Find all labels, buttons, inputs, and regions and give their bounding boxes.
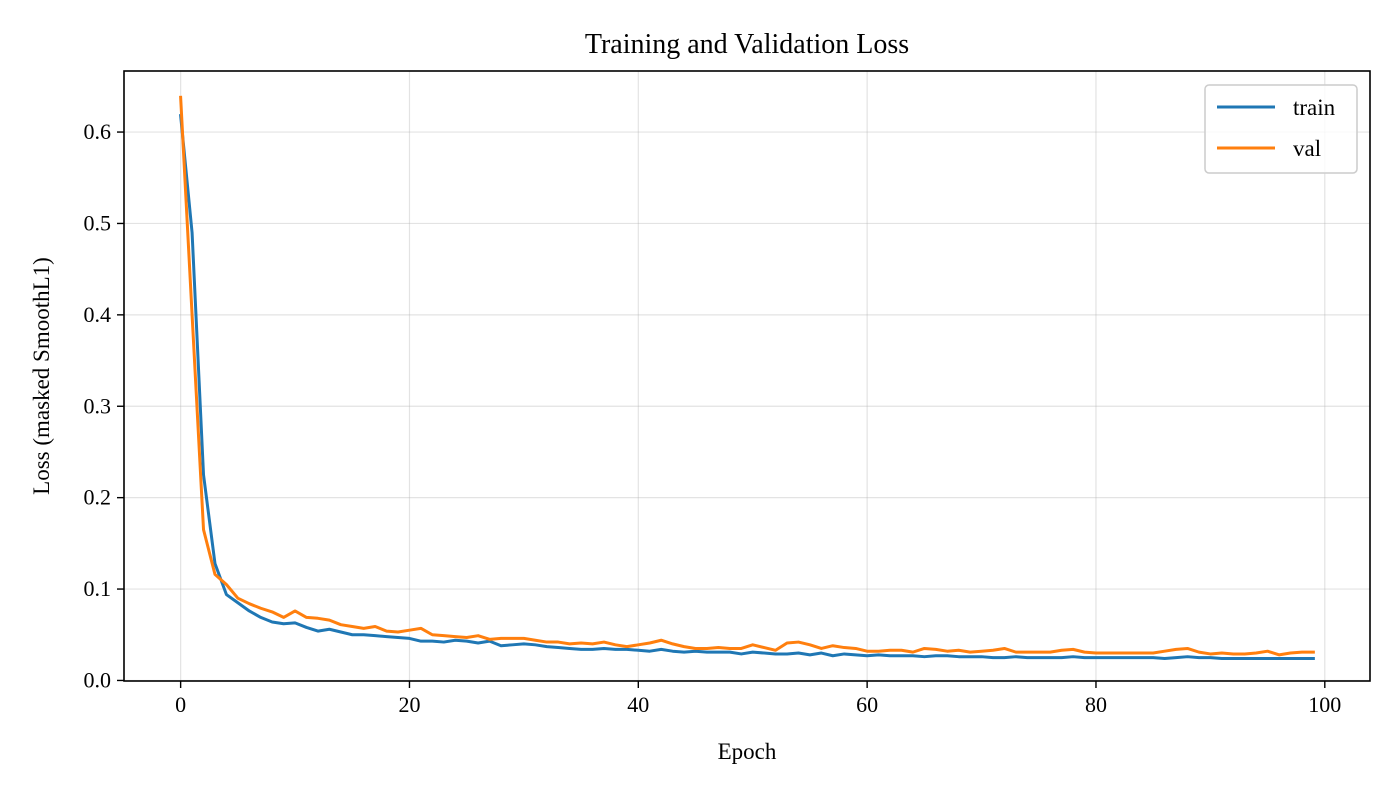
y-tick: 0.0 [84,667,124,692]
y-tick: 0.5 [84,210,124,235]
y-tick: 0.3 [84,393,124,418]
y-tick: 0.6 [84,119,124,144]
legend-label-train: train [1293,95,1336,120]
y-tick: 0.4 [84,302,124,327]
y-tick-label: 0.2 [84,485,112,510]
x-tick: 100 [1308,681,1341,717]
y-tick-label: 0.6 [84,119,112,144]
x-tick: 60 [856,681,878,717]
plot-area-frame [123,70,1371,682]
series-layer [179,95,1315,661]
y-tick-label: 0.3 [84,393,112,418]
y-tick-label: 0.0 [84,667,112,692]
x-tick-label: 100 [1308,692,1341,717]
legend: train val [1204,84,1358,174]
y-axis-ticks: 0.0 0.1 0.2 0.3 0.4 0.5 0.6 [84,119,124,692]
x-tick: 80 [1085,681,1107,717]
x-axis-ticks: 0 20 40 60 80 100 [175,681,1341,717]
chart-title: Training and Validation Loss [585,29,909,60]
x-tick-label: 0 [175,692,186,717]
y-tick: 0.1 [84,576,124,601]
y-tick-label: 0.4 [84,302,112,327]
x-tick: 40 [627,681,649,717]
x-tick-label: 40 [627,692,649,717]
x-tick: 0 [175,681,186,717]
y-tick: 0.2 [84,485,124,510]
x-tick-label: 60 [856,692,878,717]
y-axis-label: Loss (masked SmoothL1) [29,257,54,495]
x-tick: 20 [398,681,420,717]
legend-label-val: val [1293,136,1321,161]
series-line-train [179,113,1315,661]
series-line-val [179,95,1315,657]
x-tick-label: 20 [398,692,420,717]
x-tick-label: 80 [1085,692,1107,717]
y-tick-label: 0.5 [84,210,112,235]
x-axis-label: Epoch [718,739,777,764]
y-tick-label: 0.1 [84,576,112,601]
